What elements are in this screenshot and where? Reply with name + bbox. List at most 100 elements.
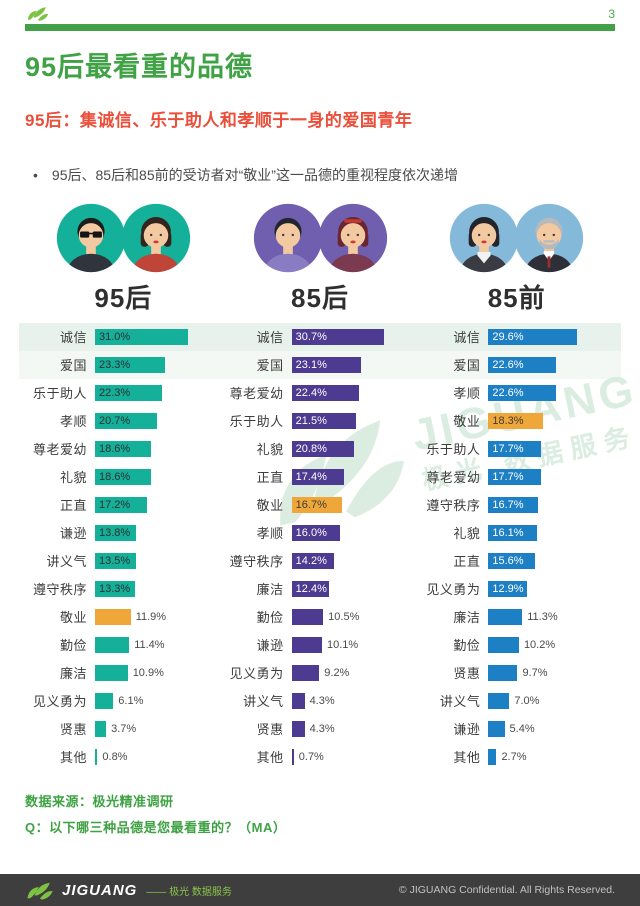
chart-bar-track: 29.6% [488,328,615,345]
chart-category-label: 廉洁 [256,582,284,598]
chart-row: 廉洁 10.9% [25,659,222,687]
chart-row: 孝顺 20.7% [25,407,222,435]
chart-value-label: 15.6% [492,554,524,567]
chart-category-label: 贤惠 [59,722,87,738]
chart-bar: 17.2% [95,496,147,513]
chart-bar [291,720,305,737]
chart-bar-track: 0.7% [291,748,419,765]
chart-row: 谦逊 5.4% [418,715,615,743]
chart-value-label: 10.2% [523,638,556,651]
chart-value-label: 12.9% [492,582,524,595]
chart-category-label: 见义勇为 [229,666,284,682]
chart-bar-track: 22.6% [488,384,615,401]
chart-bar [488,748,497,765]
chart-bar: 18.6% [95,468,151,485]
chart-bar-track: 11.3% [488,608,615,625]
chart-85qian: 诚信 29.6% 爱国 22.6% 孝顺 22.6% 敬业 18.3% 乐于助人 17.7% 尊老爱… [418,323,615,771]
charts-area: JIGUANG 极光 数据服务 诚信31.0%爱国23.3%乐于助人22.3%孝… [19,322,640,771]
chart-value-label: 10.5% [328,610,360,623]
chart-value-label: 13.3% [99,582,131,595]
bullet-dot: • [33,167,38,183]
chart-row: 其他 0.8% [25,743,222,771]
chart-bar-track: 2.7% [488,748,615,765]
chart-bar: 18.3% [488,412,544,429]
chart-bar-track: 22.4% [291,384,419,401]
chart-category-label: 贤惠 [256,722,284,738]
group-85qian-label: 85前 [487,282,546,313]
chart-row: 爱国 22.6% [418,351,615,379]
bar-charts: 诚信 31.0% 爱国 23.3% 乐于助人 22.3% 孝顺 20.7% 尊老爱幼 18.6% 礼… [25,323,615,771]
chart-bar [291,748,294,765]
avatar-85-male-icon [253,203,322,272]
chart-row: 遵守秩序 14.2% [222,547,419,575]
chart-bar-track: 16.7% [291,496,419,513]
chart-value-label: 16.0% [295,526,327,539]
chart-bar: 20.7% [95,412,158,429]
chart-bar-track: 20.8% [291,440,419,457]
chart-value-label: 20.7% [99,414,131,427]
chart-bar-track: 11.4% [95,636,222,653]
chart-value-label: 20.8% [295,442,327,455]
chart-row: 诚信 31.0% [25,323,222,351]
chart-row: 廉洁 11.3% [418,603,615,631]
bullet-text: 95后、85后和85前的受访者对“敬业”这一品德的重视程度依次递增 [51,167,458,183]
chart-bar-track: 5.4% [488,720,615,737]
footer-brand-name: JIGUANG [62,881,138,899]
group-95hou-avatars [56,203,191,273]
chart-bar: 22.3% [95,384,162,401]
chart-value-label: 12.4% [295,582,327,595]
chart-row: 见义勇为 6.1% [25,687,222,715]
chart-bar-track: 18.6% [95,468,222,485]
chart-row: 遵守秩序 16.7% [418,491,615,519]
data-source-note: 数据来源：极光精准调研 [25,793,174,809]
chart-bar: 17.4% [291,468,344,485]
chart-bar-track: 3.7% [95,720,222,737]
chart-value-label: 18.6% [99,442,131,455]
chart-bar [95,608,131,625]
chart-row: 正直 17.2% [25,491,222,519]
chart-row: 礼貌 18.6% [25,463,222,491]
chart-bar-track: 17.7% [488,440,615,457]
chart-value-label: 30.7% [295,330,327,343]
chart-bar: 22.6% [488,384,557,401]
chart-bar-track: 0.8% [95,748,222,765]
chart-row: 讲义气 13.5% [25,547,222,575]
chart-value-label: 22.4% [295,386,327,399]
avatar-85pre-male-icon [515,203,584,272]
chart-row: 礼貌 16.1% [418,519,615,547]
chart-value-label: 9.2% [324,666,350,679]
chart-category-label: 尊老爱幼 [229,386,284,402]
chart-value-label: 16.1% [492,526,524,539]
chart-category-label: 勤俭 [59,638,87,654]
chart-bar-track: 31.0% [95,328,222,345]
chart-value-label: 11.4% [134,638,165,651]
chart-row: 谦逊 10.1% [222,631,419,659]
chart-bar: 21.5% [291,412,357,429]
chart-category-label: 乐于助人 [32,386,87,402]
avatar-85pre-female-icon [450,203,519,272]
chart-row: 勤俭 10.5% [222,603,419,631]
chart-bar [488,720,505,737]
chart-category-label: 讲义气 [439,694,481,710]
page-number: 3 [608,6,615,21]
chart-row: 爱国 23.1% [222,351,419,379]
chart-category-label: 孝顺 [59,414,87,430]
chart-value-label: 11.9% [135,610,167,623]
chart-bar-track: 23.1% [291,356,419,373]
chart-row: 尊老爱幼 22.4% [222,379,419,407]
chart-category-label: 敬业 [453,414,481,430]
avatar-95-female-icon [121,203,190,272]
chart-value-label: 23.1% [295,358,327,371]
chart-value-label: 22.6% [492,386,524,399]
chart-row: 乐于助人 21.5% [222,407,419,435]
chart-row: 遵守秩序 13.3% [25,575,222,603]
group-85hou-avatars [253,203,388,273]
chart-category-label: 廉洁 [59,666,87,682]
page-title: 95后最看重的品德 [25,52,254,82]
chart-category-label: 礼貌 [453,526,481,542]
chart-value-label: 0.8% [102,750,128,763]
chart-row: 勤俭 10.2% [418,631,615,659]
chart-category-label: 乐于助人 [229,414,284,430]
chart-bar: 17.7% [488,440,542,457]
chart-bar-track: 15.6% [488,552,615,569]
